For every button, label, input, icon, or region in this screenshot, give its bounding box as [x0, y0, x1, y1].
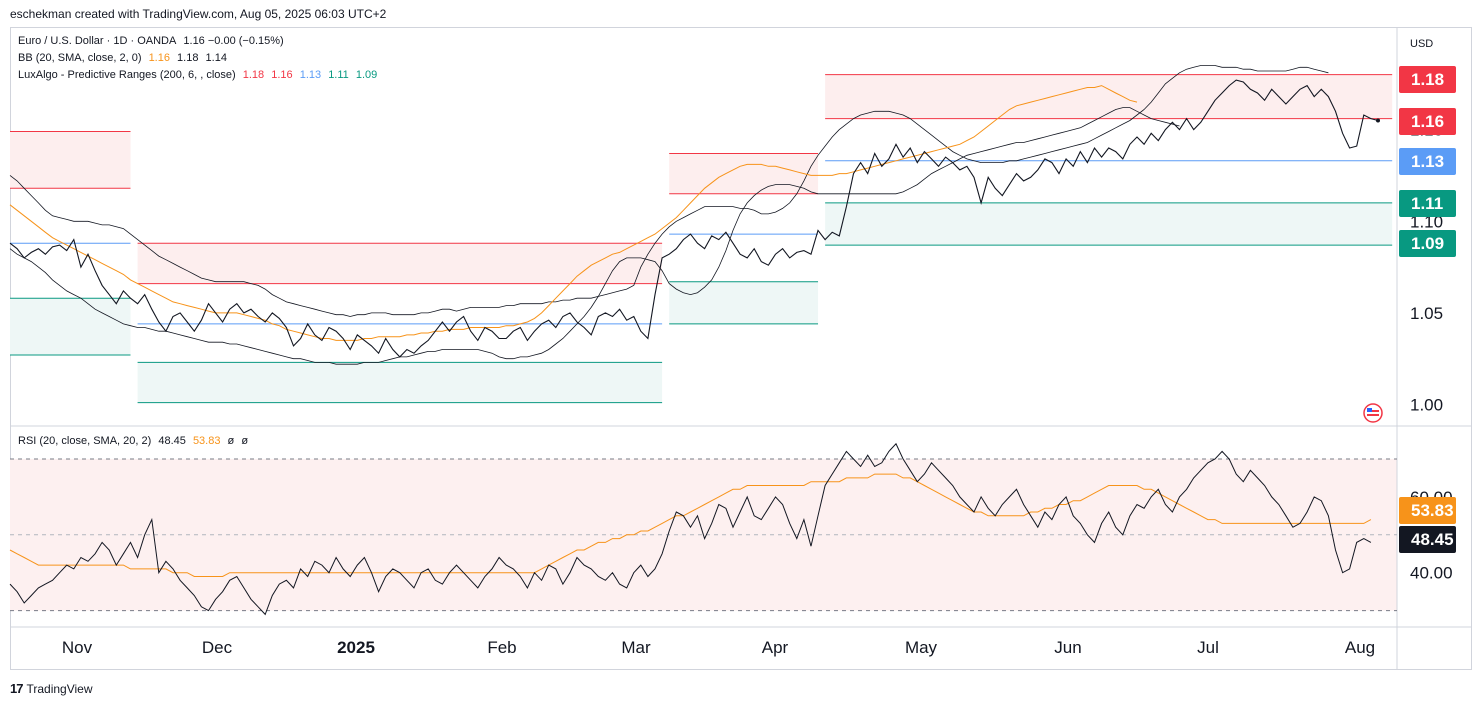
resistance-zone-0: [10, 131, 131, 189]
badge-r1: 1.16: [1399, 108, 1456, 135]
resistance-zone-1: [137, 243, 663, 284]
legend-rsi-lower: ø: [241, 435, 249, 447]
legend-symbol-values: 1.16 −0.00 (−0.15%): [183, 35, 284, 47]
price-tick-1: 1.05: [1410, 304, 1443, 323]
legend-rsi[interactable]: RSI (20, close, SMA, 20, 2) 48.45 53.83 …: [18, 435, 252, 447]
time-tick-4: Mar: [621, 638, 651, 657]
badge-s2: 1.09: [1399, 230, 1456, 257]
time-tick-2: 2025: [337, 638, 375, 657]
legend-rsi-label: RSI (20, close, SMA, 20, 2): [18, 435, 152, 447]
price-line: [9, 79, 1379, 358]
price-tick-2: 1.10: [1410, 212, 1443, 231]
us-flag-icon[interactable]: [1363, 403, 1383, 423]
legend-lux-r1: 1.16: [271, 69, 293, 81]
time-tick-1: Dec: [202, 638, 233, 657]
resistance-zone-3: [825, 74, 1393, 119]
support-zone-1: [137, 362, 663, 403]
legend-symbol: Euro / U.S. Dollar · 1D · OANDA: [18, 35, 177, 47]
legend-lux-r2: 1.18: [242, 69, 265, 81]
legend-main[interactable]: Euro / U.S. Dollar · 1D · OANDA 1.16 −0.…: [18, 35, 288, 47]
currency-label[interactable]: USD: [1410, 38, 1434, 50]
rsi-line: [9, 442, 1372, 616]
badge-rsi: 48.45: [1399, 526, 1456, 553]
resistance-zone-2: [669, 153, 819, 194]
legend-lux[interactable]: LuxAlgo - Predictive Ranges (200, 6, , c…: [18, 69, 381, 81]
legend-lux-s2: 1.09: [355, 69, 378, 81]
time-tick-7: Jun: [1054, 638, 1081, 657]
time-tick-8: Jul: [1197, 638, 1219, 657]
legend-rsi-upper: ø: [227, 435, 235, 447]
legend-bb-lower: 1.14: [205, 52, 227, 64]
support-zone-2: [669, 281, 819, 324]
tradingview-logo[interactable]: 17 TradingView: [10, 681, 93, 696]
time-tick-5: Apr: [762, 638, 789, 657]
legend-lux-s1: 1.11: [328, 69, 349, 81]
badge-s1: 1.11: [1399, 190, 1456, 217]
legend-lux-avg: 1.13: [299, 69, 322, 81]
badge-avg: 1.13: [1399, 148, 1456, 175]
legend-bb[interactable]: BB (20, SMA, close, 2, 0) 1.16 1.18 1.14: [18, 52, 231, 64]
time-tick-0: Nov: [62, 638, 93, 657]
rsi-ma-line: [9, 473, 1372, 577]
legend-lux-label: LuxAlgo - Predictive Ranges (200, 6, , c…: [18, 69, 236, 81]
legend-bb-basis: 1.16: [148, 52, 170, 64]
legend-rsi-value: 48.45: [158, 435, 186, 447]
time-tick-3: Feb: [487, 638, 516, 657]
bb-lower-line: [9, 107, 1180, 365]
bb-basis-line: [9, 85, 1138, 341]
chart-credit: eschekman created with TradingView.com, …: [10, 7, 387, 21]
rsi-tick-0: 40.00: [1410, 564, 1453, 583]
legend-rsi-ma: 53.83: [192, 435, 221, 447]
tradingview-wordmark: TradingView: [26, 681, 93, 696]
bb-upper-line: [9, 65, 1329, 317]
tradingview-mark-icon: 17: [10, 681, 24, 696]
time-tick-9: Aug: [1345, 638, 1375, 657]
price-tick-0: 1.00: [1410, 396, 1443, 415]
support-zone-0: [10, 298, 131, 356]
time-tick-6: May: [905, 638, 938, 657]
support-zone-3: [825, 202, 1393, 246]
price-last-point: [1376, 118, 1380, 123]
legend-bb-upper: 1.18: [177, 52, 199, 64]
legend-bb-label: BB (20, SMA, close, 2, 0): [18, 52, 142, 64]
badge-r2: 1.18: [1399, 66, 1456, 93]
badge-rsi-ma: 53.83: [1399, 497, 1456, 524]
